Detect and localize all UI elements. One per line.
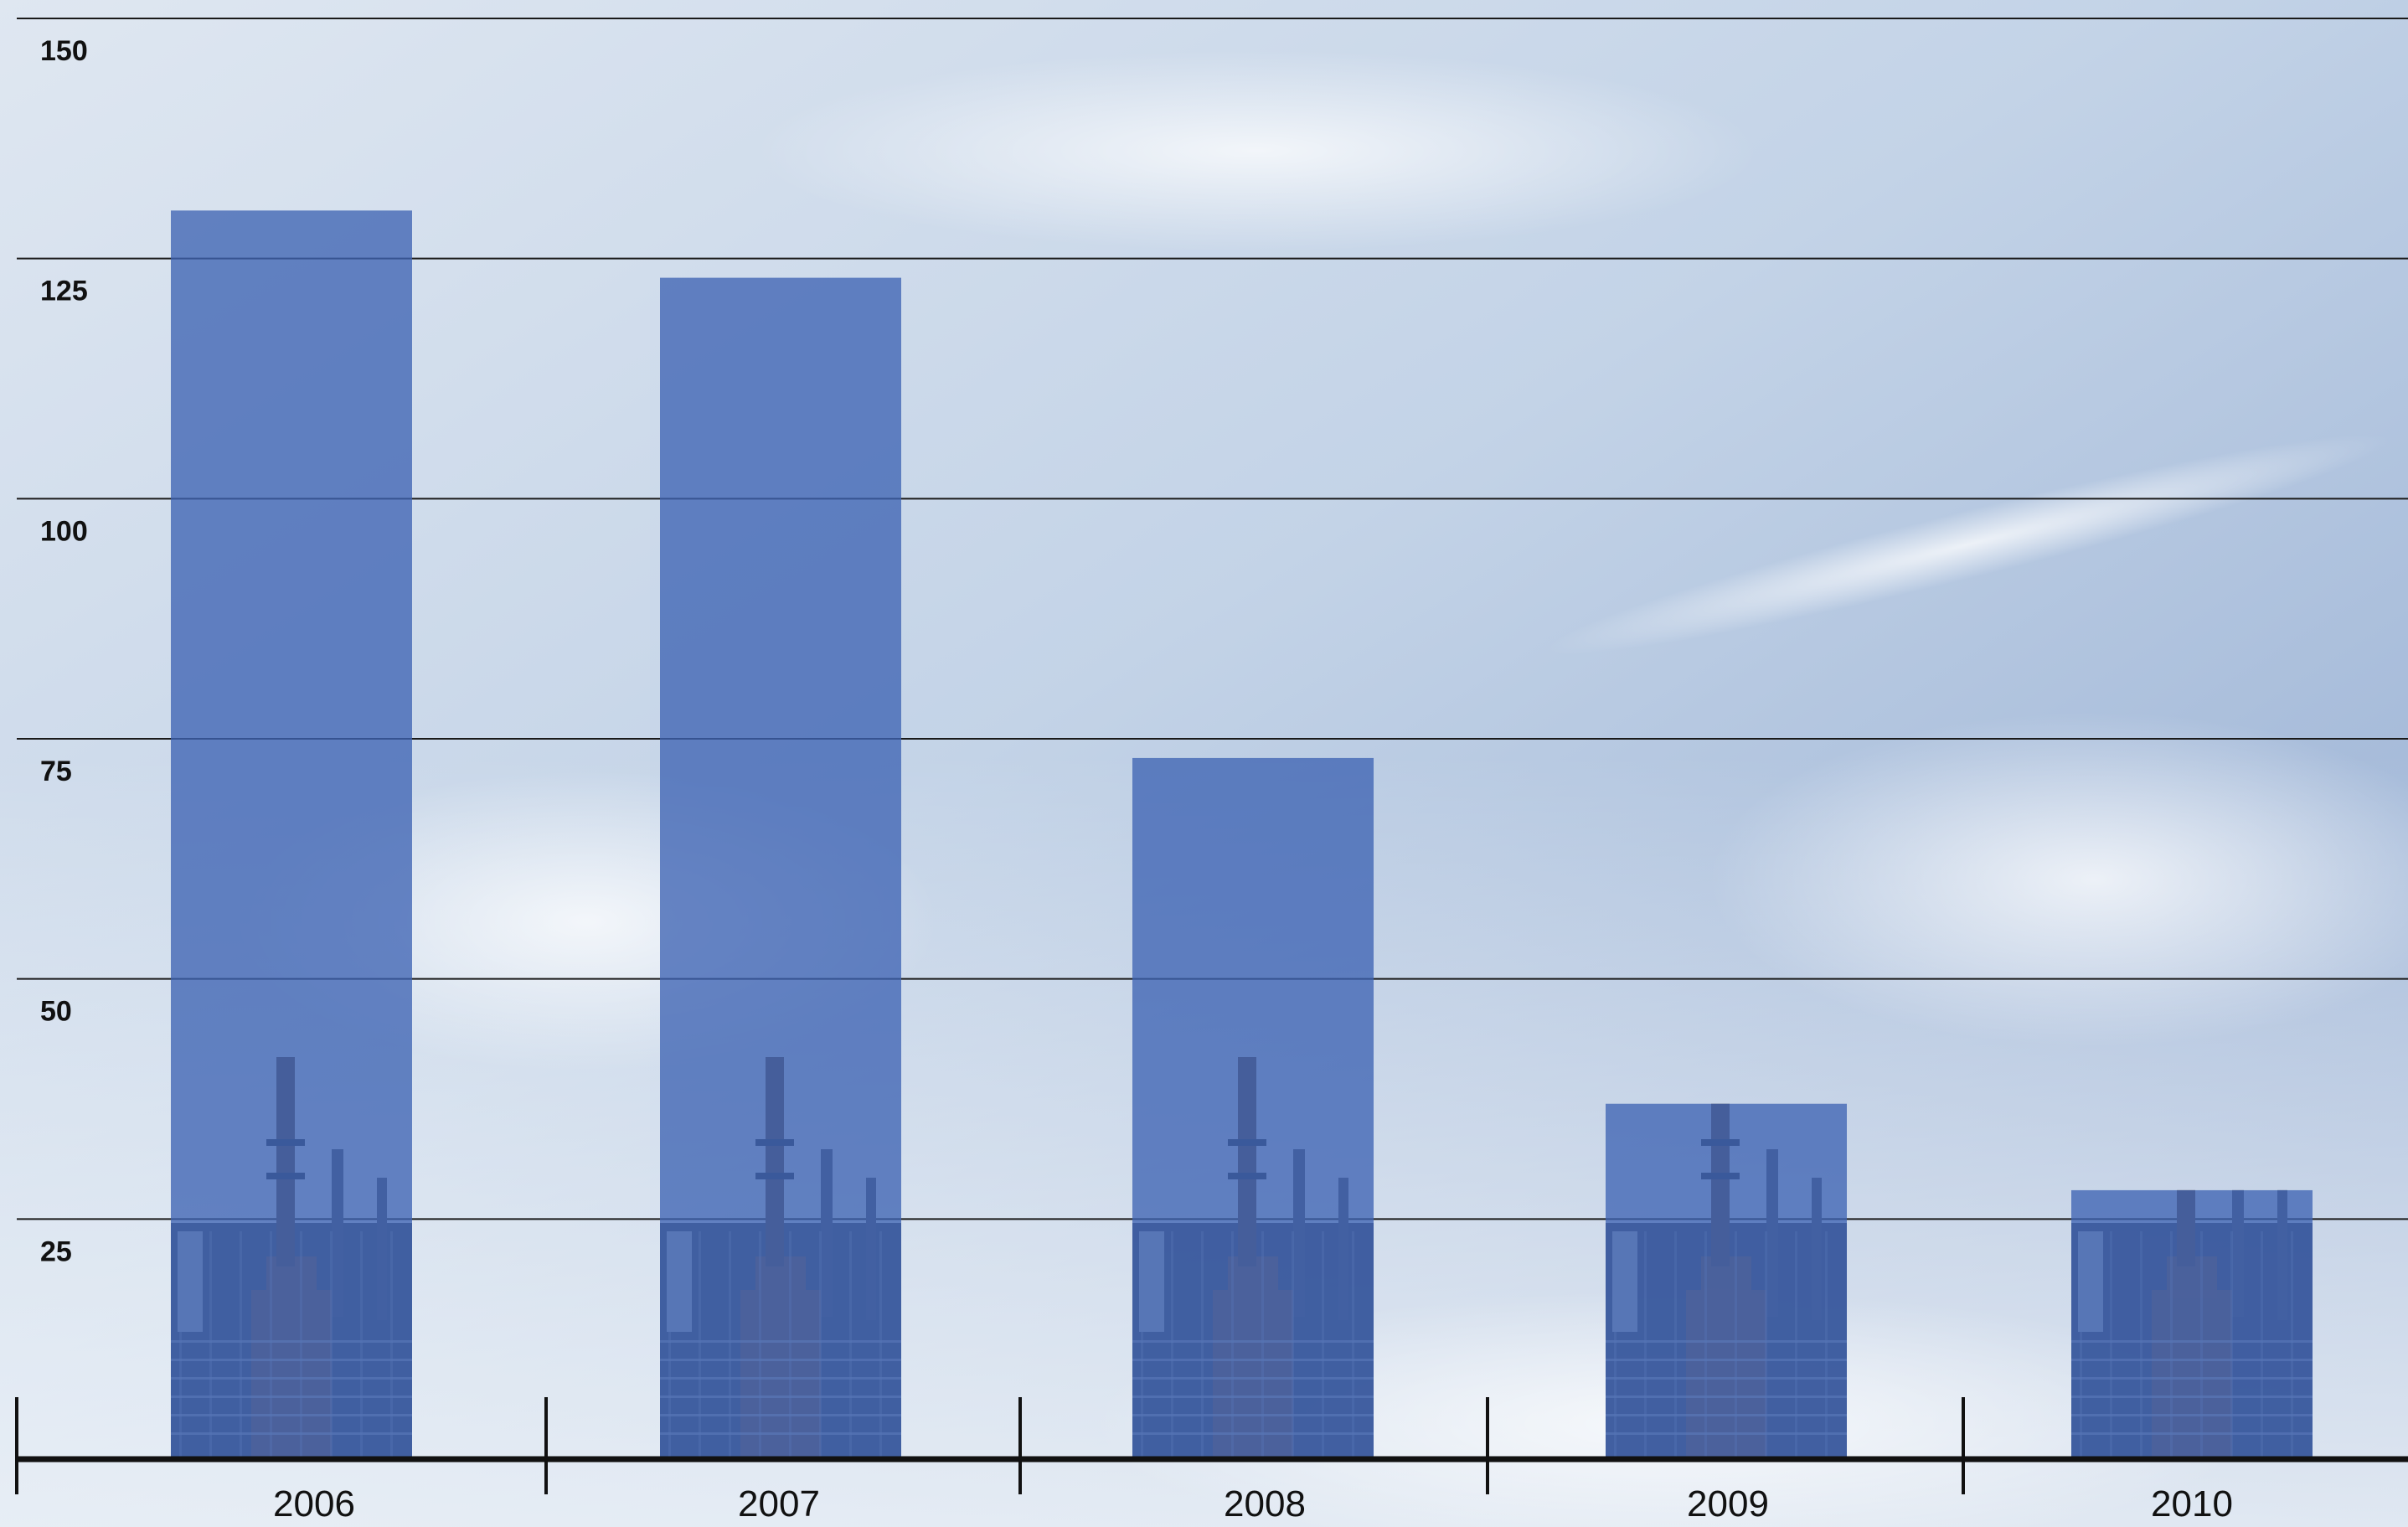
y-tick-label: 100 <box>40 515 88 547</box>
bar-2010 <box>2071 1189 2313 1459</box>
bars <box>171 210 2313 1460</box>
bar-group-2006 <box>171 210 412 1459</box>
bar-2008 <box>1132 757 1374 1459</box>
bar-2007 <box>660 277 901 1460</box>
x-tick-label: 2010 <box>2151 1483 2233 1524</box>
bar-2009 <box>1606 1103 1847 1459</box>
x-tick-label: 2007 <box>738 1483 820 1524</box>
gridlines <box>17 18 2408 1220</box>
bar-group-2007 <box>660 277 901 1460</box>
x-axis: 2006 2007 2008 2009 2010 <box>15 1397 2408 1524</box>
x-tick-label: 2008 <box>1224 1483 1306 1524</box>
y-tick-label: 150 <box>40 35 88 67</box>
y-tick-label: 75 <box>40 756 72 787</box>
y-tick-label: 50 <box>40 996 72 1028</box>
y-tick-label: 125 <box>40 276 88 307</box>
bar-group-2009 <box>1606 1103 1847 1459</box>
bar-group-2010 <box>2071 1189 2313 1460</box>
x-tick-label: 2009 <box>1687 1483 1769 1524</box>
bar-group-2008 <box>1132 757 1374 1459</box>
y-tick-labels: 25 50 75 100 125 150 <box>40 35 88 1267</box>
y-tick-label: 25 <box>40 1236 72 1267</box>
bar-2006 <box>171 210 412 1459</box>
x-tick-label: 2006 <box>273 1483 355 1524</box>
